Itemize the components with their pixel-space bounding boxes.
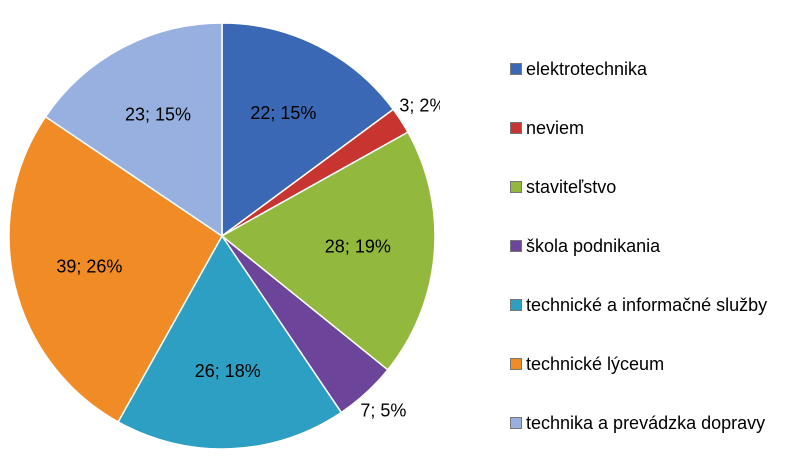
legend-swatch [510,181,522,193]
pie-slice [8,115,223,423]
data-label: 26; 18% [195,361,261,381]
data-label: 7; 5% [360,400,406,420]
legend-swatch [510,299,522,311]
legend-swatch [510,240,522,252]
pie-slice [220,131,436,371]
pie-slice [117,234,343,450]
legend-label: technické a informačné služby [526,295,768,315]
legend-label: škola podnikania [526,236,661,256]
legend-label: technické lýceum [526,354,665,374]
legend-item: elektrotechnika [510,55,780,83]
legend-item: staviteľstvo [510,173,780,201]
data-label: 23; 15% [125,104,191,124]
legend-swatch [510,417,522,429]
legend-swatch [510,122,522,134]
legend-label: elektrotechnika [526,59,648,79]
pie-slice [44,22,223,238]
legend-label: neviem [526,118,585,138]
data-label: 22; 15% [250,103,316,123]
legend-label: technika a prevádzka dopravy [526,413,766,433]
pie-slice [221,22,395,238]
legend-swatch [510,358,522,370]
data-label: 28; 19% [325,236,391,256]
legend-item: neviem [510,114,780,142]
data-label: 3; 2% [399,95,440,115]
pie-area: 22; 15% 3; 2% 28; 19% 7; 5% 26; 18% 39; 26% 23… [8,22,440,450]
legend-item: škola podnikania [510,232,780,260]
legend-item: technické lýceum [510,350,780,378]
data-label: 39; 26% [56,256,122,276]
legend-item: technika a prevádzka dopravy [510,409,780,437]
legend-swatch [510,63,522,75]
legend-item: technické a informačné služby [510,291,780,319]
legend-label: staviteľstvo [526,177,617,197]
